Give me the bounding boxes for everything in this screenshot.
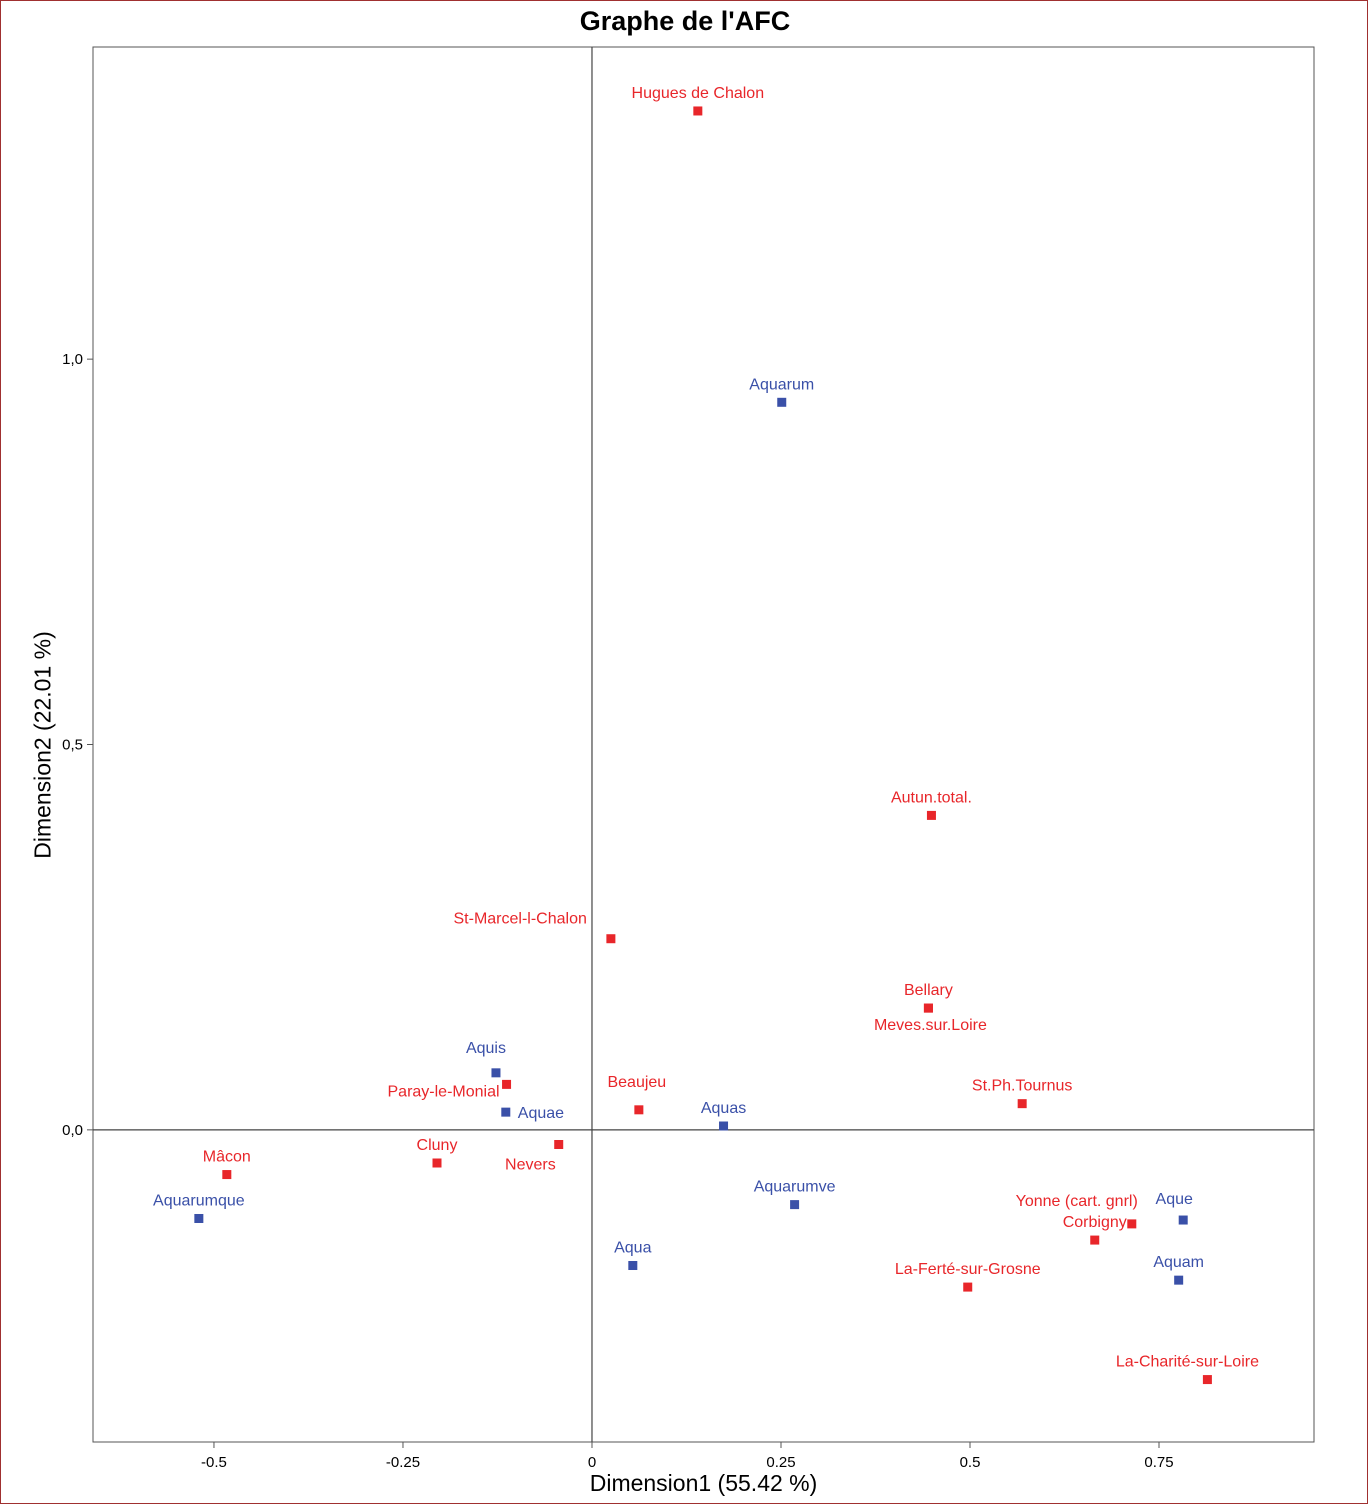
- data-point: [923, 1003, 933, 1013]
- data-point: [194, 1213, 204, 1223]
- data-point: [502, 1079, 512, 1089]
- point-label: Autun.total.: [891, 789, 972, 806]
- point-label: Paray-le-Monial: [388, 1083, 500, 1100]
- y-axis-label: Dimension2 (22.01 %): [29, 631, 56, 859]
- y-tick-label: 0,5: [62, 737, 83, 754]
- point-label: Yonne (cart. gnrl): [1016, 1193, 1138, 1210]
- point-label: Aque: [1156, 1191, 1193, 1208]
- data-point: [501, 1107, 511, 1117]
- data-point: [1202, 1375, 1212, 1385]
- point-label: Aquas: [701, 1100, 746, 1117]
- data-point: [1127, 1219, 1137, 1229]
- x-tick-label: -0.5: [201, 1454, 227, 1471]
- point-label: Corbigny: [1063, 1214, 1127, 1231]
- point-label: Bellary: [904, 982, 953, 999]
- point-label: Nevers: [505, 1157, 556, 1174]
- x-tick-label: 0.5: [960, 1454, 981, 1471]
- point-label: Aquarumve: [754, 1179, 836, 1196]
- x-axis-label: Dimension1 (55.42 %): [589, 1470, 818, 1496]
- data-point: [963, 1282, 973, 1292]
- point-label: St-Marcel-l-Chalon: [454, 911, 587, 928]
- point-label: Aquam: [1153, 1254, 1204, 1271]
- point-label: Aquae: [518, 1105, 564, 1122]
- point-label: Hugues de Chalon: [632, 85, 765, 102]
- point-label: St.Ph.Tournus: [972, 1078, 1073, 1095]
- y-tick-label: 1,0: [62, 351, 83, 368]
- data-point: [1090, 1235, 1100, 1245]
- point-label: La-Charité-sur-Loire: [1116, 1354, 1259, 1371]
- data-point: [790, 1200, 800, 1210]
- point-label: Cluny: [417, 1137, 458, 1154]
- data-point: [628, 1261, 638, 1271]
- point-label: La-Ferté-sur-Grosne: [895, 1261, 1041, 1278]
- data-point: [634, 1105, 644, 1115]
- data-point: [432, 1158, 442, 1168]
- x-tick-label: 0.75: [1144, 1454, 1173, 1471]
- data-point: [926, 810, 936, 820]
- point-label: Aquarumque: [153, 1192, 245, 1209]
- data-point: [693, 106, 703, 116]
- point-label: Aquis: [466, 1040, 506, 1057]
- data-point: [554, 1140, 564, 1150]
- y-tick-label: 0,0: [62, 1122, 83, 1139]
- data-point: [491, 1068, 501, 1078]
- x-tick-label: -0.25: [386, 1454, 420, 1471]
- data-point: [222, 1170, 232, 1180]
- data-point: [1174, 1275, 1184, 1285]
- point-label: Beaujeu: [607, 1074, 666, 1091]
- data-point: [1017, 1099, 1027, 1109]
- point-label: Aqua: [614, 1240, 651, 1257]
- x-tick-label: 0.25: [766, 1454, 795, 1471]
- data-point: [719, 1121, 729, 1131]
- point-label: Aquarum: [749, 376, 814, 393]
- data-point: [606, 934, 616, 944]
- point-label: Mâcon: [203, 1149, 251, 1166]
- chart-title: Graphe de l'AFC: [579, 6, 791, 36]
- plot-border: [92, 46, 1315, 1443]
- point-label: Meves.sur.Loire: [874, 1017, 987, 1034]
- data-point: [1178, 1215, 1188, 1225]
- data-point: [777, 397, 787, 407]
- x-tick-label: 0: [588, 1454, 596, 1471]
